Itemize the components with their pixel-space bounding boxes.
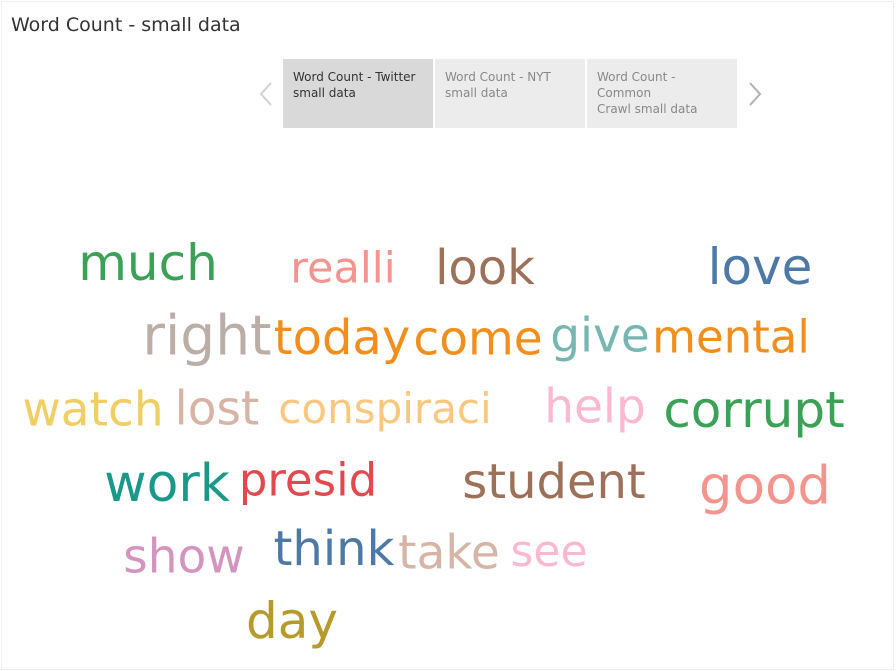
tab-label-line1: Word Count - NYT — [445, 70, 551, 84]
chevron-left-icon[interactable] — [254, 80, 278, 108]
tab-twitter-small-data[interactable]: Word Count - Twitter small data — [283, 59, 433, 128]
tab-label-line1: Word Count - Twitter — [293, 70, 416, 84]
chevron-right-icon[interactable] — [743, 80, 767, 108]
tab-label-line2: Crawl small data — [597, 102, 698, 116]
page-title: Word Count - small data — [11, 14, 241, 36]
tab-common-crawl-small-data[interactable]: Word Count - Common Crawl small data — [587, 59, 737, 128]
tab-nyt-small-data[interactable]: Word Count - NYT small data — [435, 59, 585, 128]
tab-label-line2: small data — [293, 86, 356, 100]
tab-label-line2: small data — [445, 86, 508, 100]
tab-label-line1: Word Count - Common — [597, 70, 676, 100]
